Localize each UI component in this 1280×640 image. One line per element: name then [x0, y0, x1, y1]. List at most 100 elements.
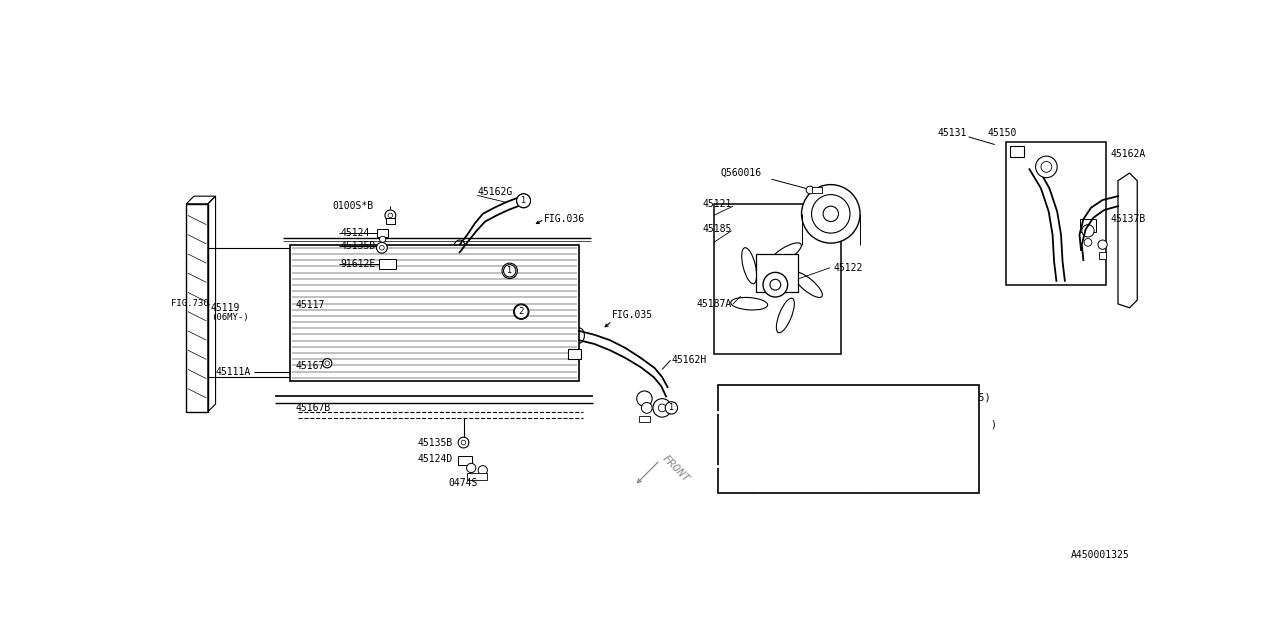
Circle shape: [467, 463, 476, 472]
Polygon shape: [1117, 173, 1137, 308]
Text: 45162H: 45162H: [672, 355, 707, 365]
Circle shape: [517, 194, 530, 208]
Text: 45122: 45122: [833, 263, 863, 273]
Bar: [718, 385, 979, 493]
Circle shape: [376, 243, 388, 253]
Text: 45137D: 45137D: [756, 474, 795, 484]
Text: 45162A: 45162A: [1110, 148, 1146, 159]
Text: A: A: [572, 349, 577, 358]
Circle shape: [385, 210, 396, 221]
Circle shape: [812, 195, 850, 233]
Circle shape: [380, 236, 385, 243]
Text: 0917S: 0917S: [756, 393, 788, 403]
Bar: [1006, 142, 1106, 285]
Bar: [458, 456, 472, 465]
Text: FIG.035: FIG.035: [612, 310, 653, 321]
Text: 2: 2: [732, 461, 737, 470]
Circle shape: [666, 402, 677, 414]
Circle shape: [658, 404, 666, 412]
Text: FIG.730: FIG.730: [172, 300, 209, 308]
Bar: [813, 187, 822, 193]
Bar: [291, 244, 579, 381]
Ellipse shape: [769, 243, 801, 265]
Circle shape: [502, 263, 517, 278]
Text: 45119: 45119: [211, 303, 241, 313]
Ellipse shape: [453, 240, 466, 257]
Circle shape: [1041, 161, 1052, 172]
Bar: [1079, 220, 1097, 232]
Circle shape: [323, 358, 332, 368]
Text: 45124: 45124: [340, 228, 370, 238]
Bar: [1098, 252, 1106, 259]
Text: 45167B: 45167B: [296, 403, 332, 413]
Circle shape: [479, 466, 488, 475]
Circle shape: [513, 304, 529, 319]
Bar: [756, 254, 799, 292]
Text: 45121: 45121: [703, 199, 732, 209]
Text: <TURBO>: <TURBO>: [873, 474, 916, 484]
Circle shape: [503, 265, 516, 277]
Ellipse shape: [573, 328, 585, 343]
Bar: [639, 415, 650, 422]
Circle shape: [1036, 156, 1057, 178]
Polygon shape: [1068, 258, 1098, 281]
Circle shape: [325, 361, 329, 365]
Text: FRONT: FRONT: [660, 453, 691, 484]
Circle shape: [726, 403, 742, 420]
Circle shape: [1084, 239, 1092, 246]
Circle shape: [806, 186, 814, 194]
Text: 45137B: 45137B: [1110, 214, 1146, 224]
Text: 0100S*B: 0100S*B: [333, 201, 374, 211]
Bar: [378, 229, 388, 237]
Text: 45162G: 45162G: [477, 188, 512, 197]
Circle shape: [388, 213, 393, 218]
Bar: [187, 204, 207, 412]
Text: Q560016: Q560016: [721, 168, 762, 178]
Circle shape: [653, 399, 672, 417]
Text: 45111A: 45111A: [215, 367, 251, 377]
Circle shape: [458, 437, 468, 448]
Text: (        -06MY0505): ( -06MY0505): [873, 393, 991, 403]
Text: FIG.036: FIG.036: [544, 214, 585, 224]
Text: 1: 1: [732, 407, 737, 417]
Circle shape: [517, 194, 530, 208]
Ellipse shape: [794, 272, 822, 298]
Circle shape: [771, 279, 781, 290]
Text: 45131: 45131: [937, 128, 966, 138]
Text: 91612E: 91612E: [340, 259, 375, 269]
Ellipse shape: [731, 298, 768, 310]
Circle shape: [1098, 240, 1107, 249]
Text: 45187A: 45187A: [696, 299, 732, 309]
Bar: [1010, 146, 1024, 157]
Text: 45117: 45117: [296, 300, 325, 310]
Ellipse shape: [777, 298, 795, 333]
Text: W170064: W170064: [756, 420, 800, 430]
Circle shape: [636, 391, 652, 406]
Text: 45185: 45185: [703, 224, 732, 234]
Text: 45150: 45150: [987, 128, 1016, 138]
Text: <NA>: <NA>: [873, 447, 897, 457]
Ellipse shape: [741, 248, 756, 284]
Text: 45135D: 45135D: [340, 241, 375, 251]
Text: 45135B: 45135B: [417, 438, 453, 448]
Circle shape: [641, 403, 652, 413]
Bar: [385, 218, 396, 224]
Circle shape: [801, 184, 860, 243]
Text: A: A: [1015, 147, 1020, 156]
Text: 45167: 45167: [296, 360, 325, 371]
Text: 1: 1: [507, 266, 512, 275]
Text: 1: 1: [669, 403, 673, 412]
Circle shape: [1082, 225, 1094, 237]
Text: (06MY0505-         ): (06MY0505- ): [873, 420, 997, 430]
Text: 2: 2: [518, 307, 524, 316]
Circle shape: [380, 245, 384, 250]
Text: A450001325: A450001325: [1071, 550, 1129, 561]
Text: 45137: 45137: [756, 447, 788, 457]
Circle shape: [763, 273, 787, 297]
Circle shape: [461, 440, 466, 445]
Circle shape: [726, 457, 742, 474]
Text: 1: 1: [521, 196, 526, 205]
Bar: [467, 474, 486, 479]
Bar: [568, 349, 581, 358]
Text: 0474S: 0474S: [448, 478, 477, 488]
